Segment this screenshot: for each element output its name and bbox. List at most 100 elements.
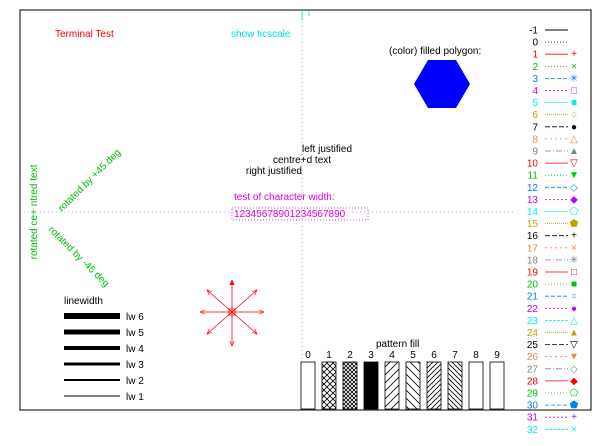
rotated-plus45-text: rotated by +45 deg xyxy=(56,147,123,214)
linetype-number: 19 xyxy=(527,268,539,279)
linetype-row: 3 ✳ xyxy=(532,73,578,85)
linetype-point: ▲ xyxy=(569,146,579,157)
pattern-label: 2 xyxy=(347,350,353,361)
linetype-number: 30 xyxy=(527,401,539,412)
linetype-row: 0 xyxy=(532,38,568,49)
linetype-row: 1 + xyxy=(532,49,577,61)
charwidth-box xyxy=(231,207,369,221)
pattern-fill-title: pattern fill xyxy=(376,339,419,350)
arrow-up-right xyxy=(231,290,257,313)
arrow-center xyxy=(228,308,236,316)
pattern-label: 6 xyxy=(431,350,437,361)
linetype-point: ◇ xyxy=(570,182,578,193)
linetype-point: ▼ xyxy=(569,352,579,363)
linetype-point: ● xyxy=(571,122,577,133)
pattern-label: 5 xyxy=(410,350,416,361)
linetype-point: ■ xyxy=(571,279,577,290)
linetype-row: 8 △ xyxy=(532,134,578,146)
linetype-row: 22 ● xyxy=(527,303,577,315)
pattern-label: 1 xyxy=(326,350,332,361)
linetype-number: 15 xyxy=(527,219,539,230)
linetype-number: 25 xyxy=(527,340,539,351)
pattern-label: 9 xyxy=(494,350,500,361)
linetype-point: × xyxy=(571,243,577,254)
linewidth-title: linewidth xyxy=(64,296,103,307)
linetype-row: 23 △ xyxy=(527,315,578,327)
linewidth-label: lw 6 xyxy=(126,312,144,323)
pattern-fill-samples: 0 1 2 3 4 5 6 7 8 9 xyxy=(300,350,505,410)
linetype-row: -1 xyxy=(529,26,568,37)
polygon-label: (color) filled polygon: xyxy=(389,46,481,57)
linetype-number: 28 xyxy=(527,376,539,387)
linetype-row: 24 ▲ xyxy=(527,328,579,340)
linetype-number: 32 xyxy=(527,425,539,436)
pattern-box xyxy=(468,361,484,410)
pattern-box xyxy=(489,361,505,410)
linetype-point: ■ xyxy=(571,98,577,109)
linetype-number: 1 xyxy=(532,50,538,61)
arrow-down-right xyxy=(231,311,257,334)
charwidth-label: test of character width: xyxy=(234,192,335,203)
pattern-box xyxy=(447,361,463,410)
linetype-row: 13 ◆ xyxy=(527,194,578,206)
linetype-row: 28 ◆ xyxy=(527,376,578,388)
linetype-number: 13 xyxy=(527,195,539,206)
linetype-number: 29 xyxy=(527,389,539,400)
linetype-row: 29 ⬠ xyxy=(527,388,579,400)
linetype-number: 14 xyxy=(527,207,539,218)
pattern-label: 0 xyxy=(305,350,311,361)
linetype-legend: -101 +2 ×3 ✳4 □5 ■6 ○7 ●8 △9 ▲10 ▽11 ▼12 ◇13 ◆14 ⬠15 ⬟1… xyxy=(527,26,579,436)
left-justified-text: left justified xyxy=(302,144,352,155)
pattern-label: 3 xyxy=(368,350,374,361)
linetype-point: ⬟ xyxy=(570,400,579,411)
rotated-vertical-text: rotated ce+ ntred text xyxy=(29,164,40,259)
linetype-point: □ xyxy=(571,267,577,278)
linetype-point: ▽ xyxy=(570,158,578,169)
linetype-point: + xyxy=(571,49,577,60)
linetype-number: 9 xyxy=(532,147,538,158)
linetype-point: △ xyxy=(570,134,578,145)
linetype-point: ○ xyxy=(571,110,577,121)
plot-border xyxy=(19,9,592,411)
linetype-number: 16 xyxy=(527,231,539,242)
linetype-point: ◆ xyxy=(570,376,578,387)
ticscale-label: show ticscale xyxy=(231,29,291,40)
linetype-row: 7 ● xyxy=(532,122,577,134)
linetype-point: + xyxy=(571,231,577,242)
linetype-number: 20 xyxy=(527,280,539,291)
arrow-down-left xyxy=(207,311,233,334)
filled-hexagon xyxy=(414,60,470,108)
pattern-label: 8 xyxy=(473,350,479,361)
pattern-label: 4 xyxy=(389,350,395,361)
linewidth-label: lw 2 xyxy=(126,376,144,387)
right-justified-text: right justified xyxy=(246,166,302,177)
linetype-point: × xyxy=(571,61,577,72)
pattern-box xyxy=(426,361,442,410)
linetype-row: 30 ⬟ xyxy=(527,400,579,412)
linetype-number: 10 xyxy=(527,159,539,170)
linetype-row: 21 ○ xyxy=(527,291,577,303)
linetype-point: ● xyxy=(571,303,577,314)
charwidth-sample: 12345678901234567890 xyxy=(234,209,346,220)
pattern-box xyxy=(384,361,400,410)
linetype-number: -1 xyxy=(529,26,538,37)
linetype-point: ✳ xyxy=(570,255,578,266)
linetype-point: ✳ xyxy=(570,73,578,84)
linetype-row: 25 ▽ xyxy=(527,340,578,352)
linetype-row: 27 ◇ xyxy=(527,364,578,376)
linetype-number: 6 xyxy=(532,110,538,121)
pattern-box xyxy=(363,361,379,410)
pattern-box xyxy=(342,361,358,410)
linetype-row: 19 □ xyxy=(527,267,577,279)
linewidth-label: lw 3 xyxy=(126,360,144,371)
linetype-number: 12 xyxy=(527,183,539,194)
linetype-row: 18 ✳ xyxy=(527,255,578,267)
arrow-demo xyxy=(200,280,264,346)
linetype-row: 9 ▲ xyxy=(532,146,579,158)
linewidth-label: lw 4 xyxy=(126,344,144,355)
linetype-number: 22 xyxy=(527,304,539,315)
linetype-row: 15 ⬟ xyxy=(527,219,579,231)
pattern-label: 7 xyxy=(452,350,458,361)
linetype-row: 20 ■ xyxy=(527,279,577,291)
